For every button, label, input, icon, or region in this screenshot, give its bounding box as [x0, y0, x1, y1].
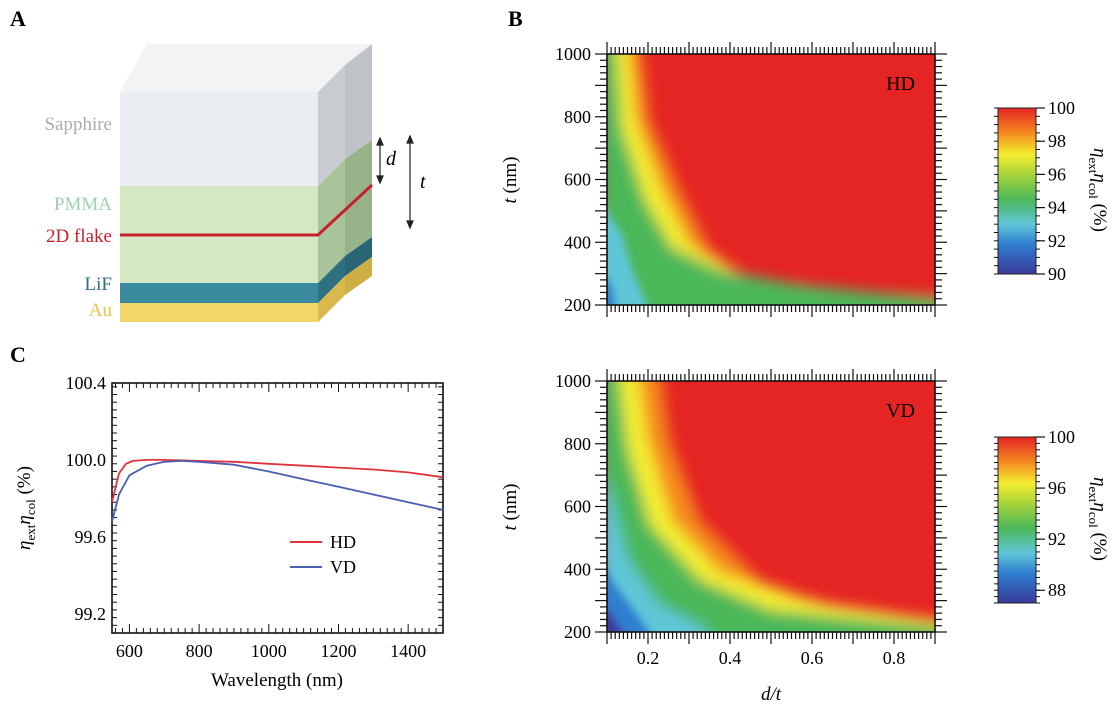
- au-back-side: [345, 257, 372, 295]
- flake-line: [120, 183, 374, 237]
- y-tick-label: 1000: [555, 44, 591, 64]
- panel-c-label: C: [10, 342, 26, 367]
- sapphire-back-side: [345, 44, 372, 159]
- heatmap-hd-ticks: 200 400 600 800 1000: [555, 42, 947, 317]
- colorbar-tick-label: 100: [1048, 98, 1075, 118]
- line-chart-legend: HD VD: [290, 532, 356, 577]
- heatmap-vd-colorbar: [997, 436, 1037, 604]
- lif-layer-front: [120, 283, 318, 303]
- heatmap-xlabel: d/t: [761, 684, 782, 705]
- sapphire-layer-front: [120, 92, 318, 186]
- sapphire-label: Sapphire: [44, 114, 112, 135]
- series-line-hd: [111, 459, 444, 503]
- y-tick-label: 400: [564, 232, 591, 252]
- heatmap-vd-colorbar-label: ηextηcol (%): [1086, 477, 1110, 561]
- y-tick-label: 100.0: [66, 450, 107, 470]
- y-tick-label: 99.6: [75, 527, 107, 547]
- colorbar-tick-label: 96: [1048, 478, 1066, 498]
- line-chart-xlabel: Wavelength (nm): [211, 670, 343, 691]
- y-tick-label: 800: [564, 434, 591, 454]
- lif-back-side: [345, 237, 372, 276]
- x-tick-label: 0.8: [883, 648, 906, 668]
- y-tick-label: 200: [564, 622, 591, 642]
- colorbar-tick-label: 94: [1048, 198, 1066, 218]
- x-tick-label: 600: [116, 641, 143, 661]
- y-tick-label: 100.4: [66, 373, 107, 393]
- x-tick-label: 800: [186, 641, 213, 661]
- y-tick-label: 200: [564, 295, 591, 315]
- colorbar-tick-label: 100: [1048, 427, 1075, 447]
- legend-label-vd: VD: [330, 557, 356, 577]
- line-chart: 600 800 1000 1200 1400 99.2 99.6 100.0 100.4 HD …: [14, 373, 444, 691]
- y-tick-label: 400: [564, 559, 591, 579]
- sapphire-layer-side: [318, 65, 345, 186]
- heatmap-hd-colorbar: [997, 107, 1037, 275]
- line-chart-series: [111, 459, 444, 522]
- flake-label: 2D flake: [46, 226, 112, 247]
- heatmap-hd-annotation: HD: [886, 73, 915, 95]
- sapphire-layer-top: [120, 44, 372, 92]
- heatmap-hd-colorbar-ticks: 90 92 94 96 98 100: [994, 98, 1075, 284]
- line-chart-frame: [111, 382, 444, 634]
- heatmap-vd-field: [607, 381, 935, 632]
- heatmap-vd-ticks: 200 400 600 800 1000 0.2 0.4 0.6 0.8: [555, 369, 947, 668]
- heatmap-vd-annotation: VD: [886, 400, 915, 422]
- panel-b-label: B: [508, 6, 523, 31]
- colorbar-tick-label: 96: [1048, 164, 1066, 184]
- y-tick-label: 600: [564, 170, 591, 190]
- heatmap-vd-ylabel: t (nm): [500, 484, 521, 531]
- panel-a-label: A: [10, 6, 26, 31]
- heatmap-hd-ylabel: t (nm): [500, 157, 521, 204]
- line-chart-ylabel: ηextηcol (%): [14, 466, 38, 550]
- colorbar-tick-label: 88: [1048, 580, 1066, 600]
- au-layer-side: [318, 276, 345, 322]
- series-line-vd: [111, 459, 444, 522]
- colorbar-tick-label: 92: [1048, 529, 1066, 549]
- au-layer-front: [120, 303, 318, 322]
- legend-label-hd: HD: [330, 532, 356, 552]
- colorbar-tick-label: 90: [1048, 264, 1066, 284]
- x-tick-label: 0.2: [637, 648, 660, 668]
- y-tick-label: 99.2: [75, 604, 107, 624]
- heatmap-vd-colorbar-ticks: 88 92 96 100: [994, 427, 1075, 604]
- au-label: Au: [89, 300, 113, 321]
- lif-label: LiF: [85, 274, 112, 295]
- heatmap-hd: 200 400 600 800 1000 HD t (nm) 90 92 94 96 98 100…: [500, 42, 1110, 317]
- x-tick-label: 0.6: [801, 648, 824, 668]
- lif-layer-side: [318, 256, 345, 303]
- x-tick-label: 1400: [390, 641, 426, 661]
- y-tick-label: 600: [564, 497, 591, 517]
- heatmap-vd: 200 400 600 800 1000 0.2 0.4 0.6 0.8 VD t (nm) d…: [500, 369, 1110, 705]
- d-label: d: [386, 148, 397, 170]
- x-tick-label: 1000: [251, 641, 287, 661]
- t-label: t: [420, 171, 426, 193]
- heatmap-hd-field: [607, 54, 935, 305]
- x-tick-label: 0.4: [719, 648, 742, 668]
- x-tick-label: 1200: [320, 641, 356, 661]
- colorbar-tick-label: 92: [1048, 231, 1066, 251]
- d-arrow: [376, 134, 414, 230]
- layer-stack-illustration: d t Sapphire PMMA 2D flake LiF Au: [44, 44, 426, 322]
- heatmap-hd-colorbar-label: ηextηcol (%): [1086, 148, 1110, 232]
- pmma-label: PMMA: [54, 194, 112, 215]
- y-tick-label: 800: [564, 107, 591, 127]
- colorbar-tick-label: 98: [1048, 131, 1066, 151]
- y-tick-label: 1000: [555, 371, 591, 391]
- line-chart-ticks: 600 800 1000 1200 1400 99.2 99.6 100.0 100.4: [66, 373, 444, 661]
